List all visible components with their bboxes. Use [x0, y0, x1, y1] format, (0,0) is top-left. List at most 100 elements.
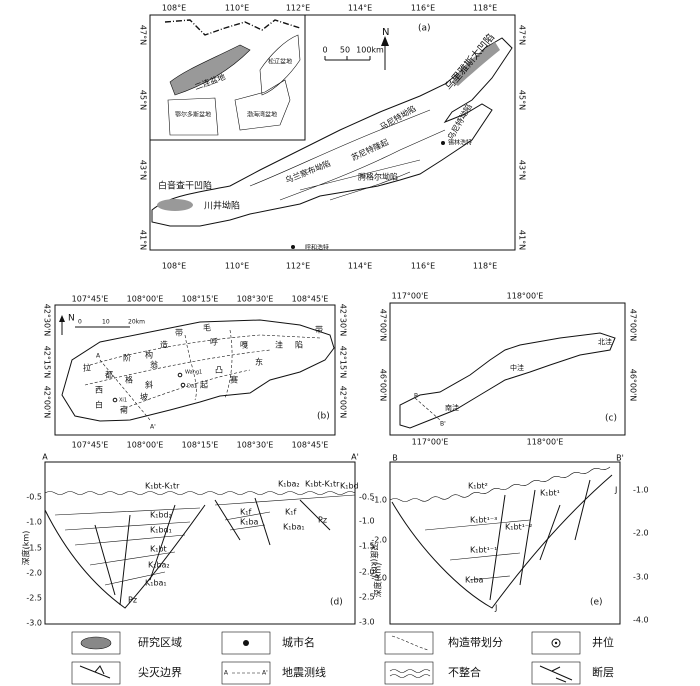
lon-label: 110°E [225, 262, 249, 271]
zone-char: 赛 [230, 375, 238, 385]
lat-label: 47°N [518, 25, 527, 45]
map-shape [44, 491, 356, 495]
subbasin: 中洼 [510, 363, 524, 372]
map-shape [44, 504, 206, 609]
map-shape [44, 461, 356, 625]
lon-label: 110°E [225, 4, 249, 13]
map-shape [414, 397, 441, 421]
legend-label: 研究区域 [138, 635, 182, 649]
subbasin: 北洼 [598, 337, 612, 346]
map-shape [389, 302, 626, 436]
unit-label: K₁bt-K₁tr [145, 482, 180, 491]
unit-label: K₁bt¹⁻² [505, 523, 532, 532]
map-shape [399, 332, 616, 429]
map-shape [177, 372, 183, 378]
zone-char: 南 [120, 405, 128, 415]
north: N [68, 314, 75, 324]
panel-c: (c) 北洼 中洼 南洼 B B' 117°00'E 118°00'E 117°… [379, 292, 638, 447]
map-shape [539, 665, 573, 683]
line-end: B' [616, 454, 624, 463]
lat-label: 43°N [518, 160, 527, 180]
lat-label: 46°00'N [629, 369, 638, 402]
tick-label: -4.0 [633, 616, 649, 625]
map-shape [84, 329, 321, 411]
lon-label: 112°E [286, 4, 310, 13]
scale-label: 50 [340, 46, 350, 55]
zone-char: 坡 [140, 392, 148, 402]
tick-label: -1.0 [633, 486, 649, 495]
place: 锡林浩特 [448, 139, 472, 147]
map-shape [164, 19, 301, 36]
legend-icon-text: A [224, 670, 229, 677]
lon-label: 108°30'E [237, 441, 274, 450]
zone-char: 格 [125, 375, 133, 385]
map-shape [180, 382, 186, 388]
map-shape [389, 466, 611, 502]
well: Xi1 [119, 398, 127, 404]
map-shape [391, 635, 429, 651]
map-shape [71, 631, 121, 655]
map-shape [489, 479, 591, 601]
legend-icon-text: A' [262, 670, 268, 677]
line-end: B' [440, 421, 446, 428]
lat-label: 42°15'N [43, 346, 52, 379]
lon-label: 108°15'E [182, 441, 219, 450]
lat-label: 46°00'N [379, 369, 388, 402]
unit-label: K₁ba₂ [148, 561, 170, 570]
map-shape [389, 669, 431, 678]
panel-e: (e) B B' 深度(km) -1.0 -2.0 -3.0 -1.0 -2.0… [371, 454, 649, 625]
map-shape [234, 79, 291, 131]
legend-label: 井位 [592, 635, 614, 649]
zone-char: 白 [95, 400, 103, 410]
map-shape [531, 631, 581, 655]
lat-label: 47°00'N [379, 309, 388, 342]
axis-title: 深度(km) [373, 563, 383, 598]
lon-label: 108°45'E [292, 441, 329, 450]
lon-label: 116°E [411, 262, 435, 271]
map-shape [151, 37, 513, 227]
map-shape [441, 141, 445, 145]
tick-label: -3.0 [359, 618, 375, 627]
axis-title: 深度(km) [370, 543, 380, 578]
tick-label: -1.5 [26, 544, 42, 553]
place: 腾格尔坳陷 [358, 172, 398, 182]
zone-char: 造 [160, 340, 168, 350]
zone-char: 都 [105, 371, 113, 380]
map-shape [424, 519, 531, 581]
line-end: B [414, 393, 418, 400]
lat-label: 43°N [139, 160, 148, 180]
legend-label: 不整合 [448, 665, 481, 679]
inset-label: 鄂尔多斯盆地 [175, 111, 211, 119]
unit-label: Pz [318, 516, 327, 525]
zone-char: 阶 [123, 353, 131, 363]
lon-label: 108°00'E [127, 441, 164, 450]
tick-label: -3.0 [633, 573, 649, 582]
legend-label: 城市名 [282, 635, 315, 649]
map-shape [167, 97, 219, 136]
zone-char: 带 [315, 326, 323, 335]
place: 乌里雅斯太凹陷 [442, 31, 497, 93]
zone-char: 拉 [83, 363, 91, 373]
unit-label: K₁bt² [468, 482, 488, 491]
lon-label: 108°E [162, 262, 186, 271]
map-shape [157, 199, 193, 211]
unit-label: K₁f [240, 508, 251, 517]
zone-char: 斜 [145, 380, 153, 390]
panel-label: (c) [605, 414, 617, 424]
unit-label: K₁bt-K₁tr [305, 480, 340, 489]
zone-char: 呼 [210, 337, 218, 347]
lon-label: 108°00'E [127, 295, 164, 304]
unit-label: K₁ba₂ [278, 480, 300, 489]
zone-char: 西 [95, 386, 103, 395]
map-shape [54, 304, 336, 436]
unit-label: Pz [128, 596, 137, 605]
place: 呼和浩特 [305, 244, 329, 252]
lon-label: 108°15'E [182, 295, 219, 304]
lat-label: 42°15'N [339, 346, 348, 379]
map-shape [384, 631, 434, 655]
zone-char: 东 [255, 357, 263, 367]
tick-label: -2.0 [26, 569, 42, 578]
map-shape [551, 638, 561, 648]
map-shape [554, 641, 558, 645]
